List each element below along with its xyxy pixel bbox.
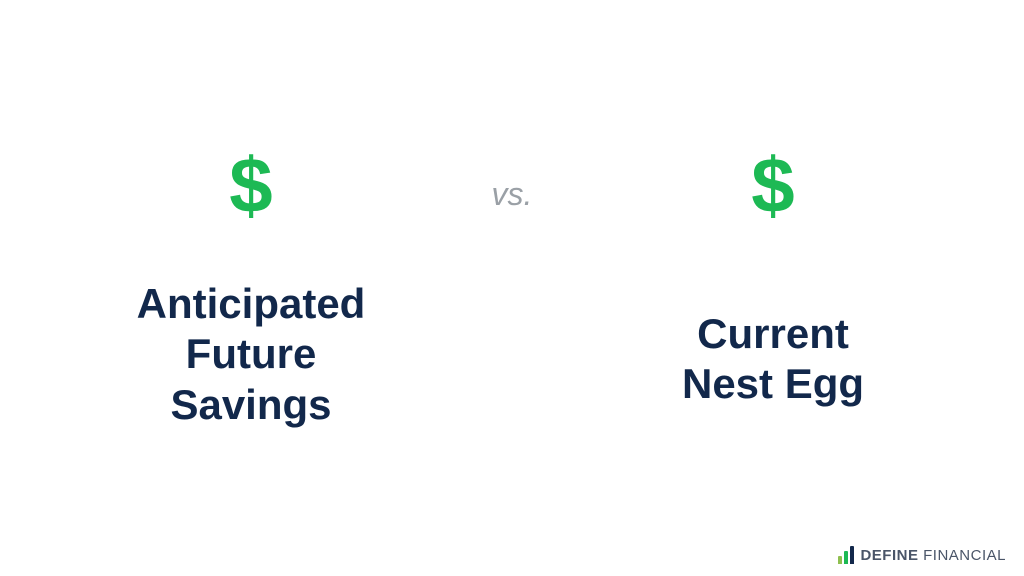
dollar-icon: $ xyxy=(751,146,794,224)
slide: $ Anticipated Future Savings vs. $ Curre… xyxy=(0,0,1024,576)
brand-logo: DEFINE FINANCIAL xyxy=(838,546,1006,564)
left-label: Anticipated Future Savings xyxy=(137,279,366,430)
left-label-line3: Savings xyxy=(137,380,366,430)
logo-text: DEFINE FINANCIAL xyxy=(860,547,1006,564)
logo-bars-icon xyxy=(838,546,854,564)
left-column: $ Anticipated Future Savings xyxy=(60,146,442,430)
logo-word-financial: FINANCIAL xyxy=(923,547,1006,564)
right-label-line2: Nest Egg xyxy=(682,359,864,409)
logo-word-define: DEFINE xyxy=(860,547,918,564)
right-label-line1: Current xyxy=(682,309,864,359)
dollar-icon: $ xyxy=(229,146,272,224)
vs-separator: vs. xyxy=(482,176,542,213)
logo-bar-2 xyxy=(844,551,848,564)
comparison-row: $ Anticipated Future Savings vs. $ Curre… xyxy=(0,146,1024,430)
logo-bar-1 xyxy=(838,556,842,564)
logo-bar-3 xyxy=(850,546,854,564)
right-column: $ Current Nest Egg xyxy=(582,146,964,410)
right-label: Current Nest Egg xyxy=(682,309,864,410)
left-label-line1: Anticipated xyxy=(137,279,366,329)
left-label-line2: Future xyxy=(137,329,366,379)
comparison-content: $ Anticipated Future Savings vs. $ Curre… xyxy=(0,0,1024,576)
